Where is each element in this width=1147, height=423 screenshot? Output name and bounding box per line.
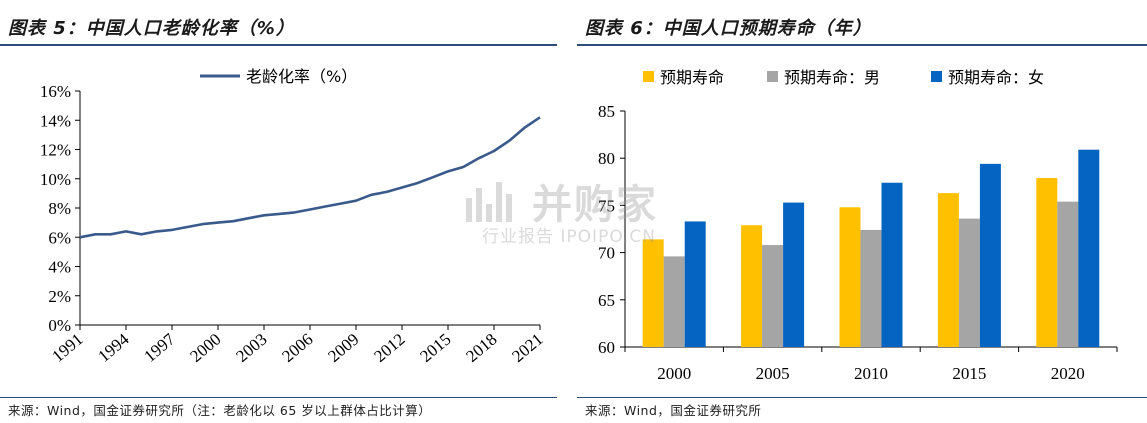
figure-5-source: 来源：Wind，国金证券研究所（注：老龄化以 65 岁以上群体占比计算） xyxy=(8,403,432,418)
y-tick-label: 8% xyxy=(48,199,71,218)
x-tick-label: 2010 xyxy=(854,364,888,383)
bar xyxy=(684,221,706,347)
title-divider xyxy=(577,44,1147,46)
y-tick-label: 16% xyxy=(40,82,71,101)
x-tick-label: 2020 xyxy=(1051,364,1085,383)
bar xyxy=(860,229,882,347)
aging-rate-series-line xyxy=(79,116,541,239)
x-tick-label: 2006 xyxy=(278,330,316,366)
x-tick-label: 2000 xyxy=(657,364,691,383)
figure-6-title: 图表 6：中国人口预期寿命（年） xyxy=(585,18,872,39)
bar xyxy=(839,207,861,347)
x-tick-label: 2015 xyxy=(952,364,986,383)
x-tick-label: 2000 xyxy=(186,330,224,366)
x-tick-label: 2012 xyxy=(370,330,408,366)
bar xyxy=(762,245,784,347)
bar xyxy=(1036,178,1058,347)
aging-rate-line-chart: 0%2%4%6%8%10%12%14%16%1991 1994 1997 2000 20… xyxy=(40,67,547,366)
figure-5-title: 图表 5：中国人口老龄化率（%） xyxy=(8,18,295,39)
bar xyxy=(958,218,980,347)
bar xyxy=(783,202,805,347)
x-tick-label: 1997 xyxy=(140,329,179,366)
life-expectancy-panel: 图表 6：中国人口预期寿命（年） 60 65 70 75 80 85 2000 2005 201… xyxy=(577,0,1147,423)
y-tick-label: 14% xyxy=(40,111,71,130)
y-tick-label: 60 xyxy=(598,338,615,357)
bar xyxy=(642,239,664,347)
source-divider xyxy=(0,397,557,398)
legend-swatch xyxy=(767,71,778,82)
y-tick-label: 2% xyxy=(48,287,71,306)
x-tick-label: 2009 xyxy=(324,330,362,366)
y-tick-label: 80 xyxy=(598,149,615,168)
legend-label: 预期寿命 xyxy=(660,68,724,87)
y-tick-label: 6% xyxy=(48,228,71,247)
aging-rate-panel: 图表 5：中国人口老龄化率（%） 0% 2% 4% 6% 8% 10% 12% 14% 16% 1… xyxy=(0,0,560,423)
y-tick-label: 10% xyxy=(40,170,71,189)
x-tick-label: 2005 xyxy=(756,364,790,383)
bar xyxy=(741,225,763,347)
y-tick-label: 12% xyxy=(40,141,71,160)
title-divider xyxy=(0,44,557,46)
bar xyxy=(1078,149,1100,347)
y-tick-label: 65 xyxy=(598,291,615,310)
y-tick-label: 75 xyxy=(598,196,615,215)
y-tick-label: 0% xyxy=(48,316,71,335)
legend-label: 预期寿命：女 xyxy=(948,68,1044,87)
bar xyxy=(937,193,959,347)
legend-label: 老龄化率（%） xyxy=(246,67,357,86)
y-tick-label: 4% xyxy=(48,258,71,277)
bar xyxy=(979,163,1001,347)
figure-6-source: 来源：Wind，国金证券研究所 xyxy=(585,403,762,418)
x-tick-label: 2003 xyxy=(232,330,270,366)
legend-swatch xyxy=(931,71,942,82)
x-tick-label: 2018 xyxy=(462,330,500,366)
legend-label: 预期寿命：男 xyxy=(784,68,880,87)
x-tick-label: 1994 xyxy=(94,329,133,366)
x-tick-label: 2015 xyxy=(416,330,454,366)
y-tick-label: 85 xyxy=(598,102,615,121)
bar xyxy=(1057,201,1079,347)
bar xyxy=(881,182,903,347)
life-expectancy-bar-chart: 60 65 70 75 80 85 2000 2005 2010 2015 2020 预期寿命 预期寿命… xyxy=(598,68,1118,383)
legend-swatch xyxy=(643,71,654,82)
y-tick-label: 70 xyxy=(598,244,615,263)
source-divider xyxy=(577,397,1147,398)
x-tick-label: 2021 xyxy=(508,330,546,366)
bar xyxy=(663,256,685,347)
